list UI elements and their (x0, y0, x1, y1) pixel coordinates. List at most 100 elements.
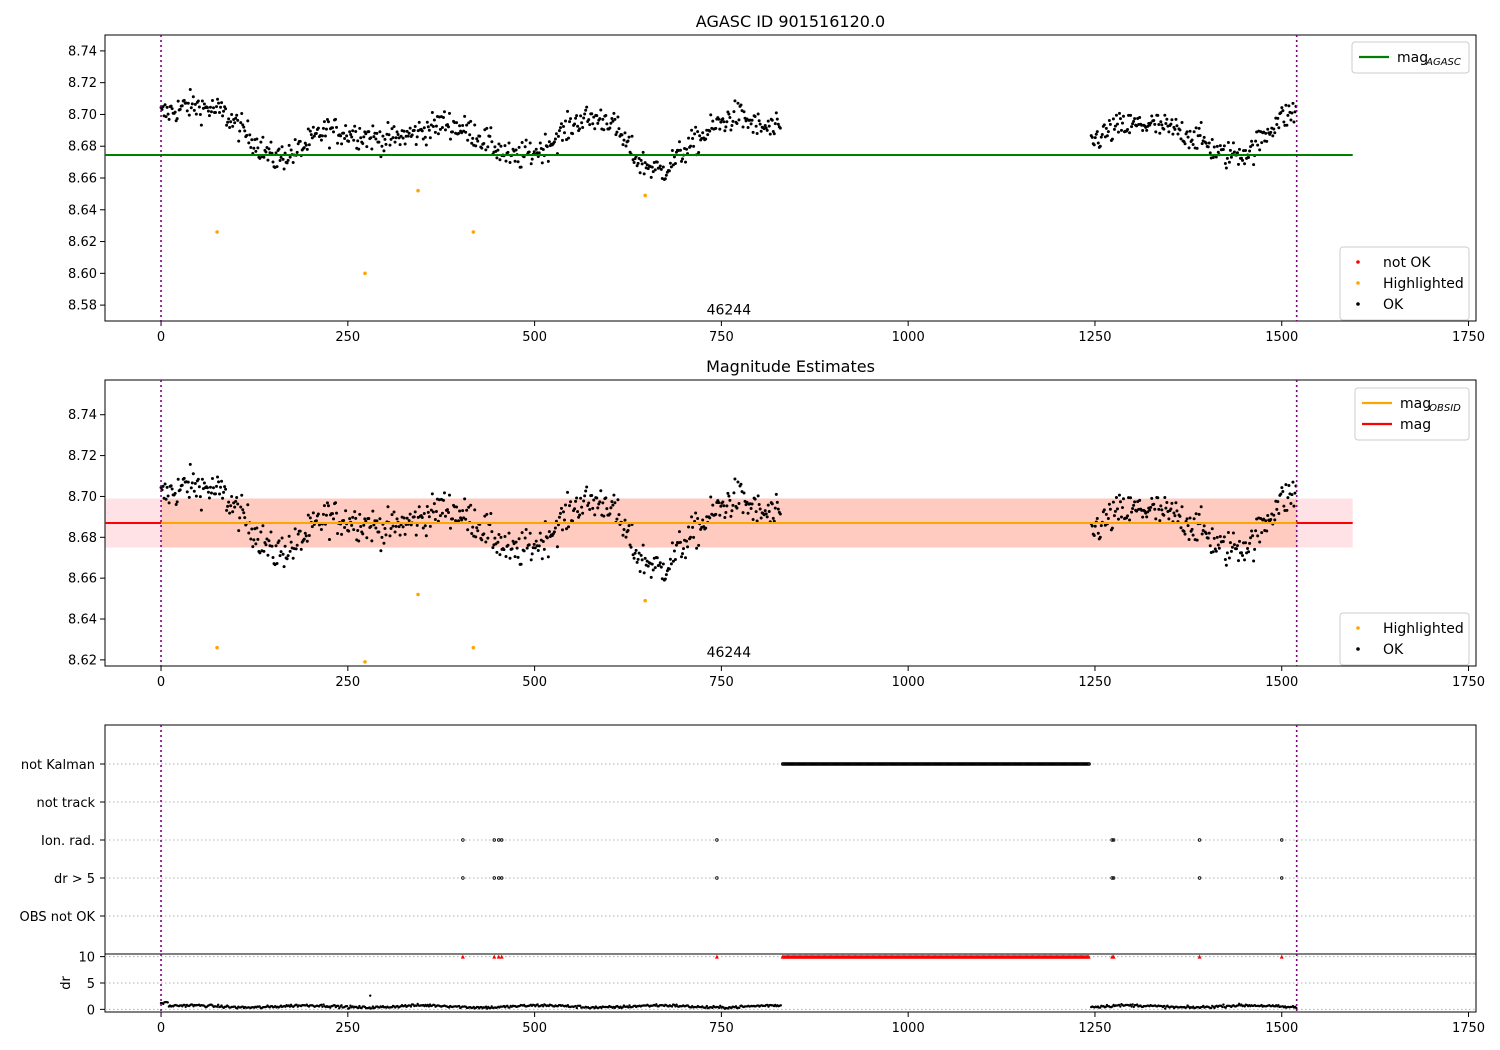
ok-point (406, 134, 410, 138)
ok-point (1159, 504, 1163, 508)
flag-point (500, 838, 504, 842)
ok-point (495, 550, 499, 554)
ok-point (530, 552, 534, 556)
dr-point (427, 1005, 431, 1008)
ok-point (503, 534, 507, 538)
ok-point (393, 530, 397, 534)
ok-point (289, 540, 293, 544)
dr-point (674, 1005, 677, 1008)
ok-point (617, 127, 621, 131)
ok-point (359, 136, 363, 140)
ok-point (226, 120, 230, 124)
ok-point (504, 554, 508, 558)
dr-point (738, 1006, 741, 1010)
ok-point (207, 496, 211, 500)
dr-point (675, 1003, 678, 1006)
ok-point (441, 498, 445, 502)
ok-point (461, 124, 465, 128)
ok-point (763, 509, 767, 513)
ok-point (185, 109, 189, 113)
ok-point (1153, 507, 1157, 511)
ok-point (1157, 122, 1161, 126)
ok-point (215, 484, 219, 488)
ok-point (749, 507, 753, 511)
ok-point (426, 125, 430, 129)
ok-point (206, 490, 210, 494)
ok-point (724, 125, 728, 129)
ok-point (298, 529, 302, 533)
ok-point (1218, 535, 1222, 539)
ok-point (1102, 508, 1106, 512)
ok-point (163, 482, 167, 486)
ok-point (709, 495, 713, 499)
ok-point (691, 136, 695, 140)
ok-point (1256, 143, 1260, 147)
ok-point (1234, 547, 1238, 551)
ok-point (431, 510, 435, 514)
ok-point (697, 151, 701, 155)
ok-point (1138, 116, 1142, 120)
ok-point (335, 511, 339, 515)
ok-point (467, 505, 471, 509)
ok-point (729, 514, 733, 518)
highlighted-point (363, 271, 367, 276)
ok-point (395, 517, 399, 521)
x-tick-label: 1250 (1078, 675, 1111, 690)
ok-point (642, 172, 646, 176)
ok-point (433, 517, 437, 521)
ok-point (1208, 151, 1212, 155)
dr-point (719, 1004, 722, 1007)
ok-point (579, 114, 583, 118)
ok-point (560, 528, 564, 532)
ok-point (314, 519, 318, 523)
ok-point (517, 145, 521, 149)
ok-point (678, 148, 682, 152)
ok-point (615, 130, 619, 134)
ok-point (1156, 113, 1160, 117)
ok-point (552, 140, 556, 144)
ok-point (719, 120, 723, 124)
ok-point (620, 133, 624, 137)
ok-point (262, 155, 266, 159)
ok-point (533, 546, 537, 550)
ok-point (1108, 507, 1112, 511)
ok-point (336, 532, 340, 536)
ok-point (750, 118, 754, 122)
ok-point (568, 504, 572, 508)
ok-point (237, 529, 241, 533)
ok-point (1098, 535, 1102, 539)
ok-point (701, 131, 705, 135)
ok-point (497, 533, 501, 537)
ok-point (696, 130, 700, 134)
ok-point (233, 505, 237, 509)
ok-point (405, 129, 409, 133)
ok-point (306, 127, 310, 131)
ok-point (561, 124, 565, 128)
ok-point (1232, 543, 1236, 547)
ok-point (1244, 541, 1248, 545)
ok-point (1256, 534, 1260, 538)
ok-point (1210, 527, 1214, 531)
ok-point (764, 512, 768, 516)
ok-point (624, 144, 628, 148)
ok-point (178, 488, 182, 492)
dr-point (1222, 1003, 1225, 1006)
x-tick-label: 1000 (892, 675, 925, 690)
ok-point (211, 106, 215, 110)
dr-point (433, 1003, 436, 1007)
ok-point (768, 132, 772, 136)
ok-point (390, 513, 394, 517)
ok-point (670, 149, 674, 153)
y-tick-label: 8.60 (68, 267, 97, 282)
ok-point (1280, 486, 1284, 490)
ok-point (1178, 128, 1182, 132)
legend-label: mag (1400, 417, 1431, 433)
ok-point (383, 527, 387, 531)
ok-point (199, 123, 203, 127)
ok-point (286, 554, 290, 558)
ok-point (319, 138, 323, 142)
ok-point (580, 121, 584, 125)
ok-point (392, 125, 396, 129)
ok-point (242, 511, 246, 515)
ok-point (563, 503, 567, 507)
